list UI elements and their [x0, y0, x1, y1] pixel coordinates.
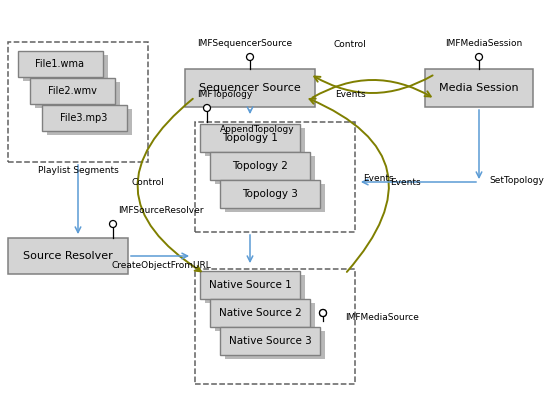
Text: CreateObjectFromURL: CreateObjectFromURL [112, 262, 211, 271]
Text: Topology 1: Topology 1 [222, 133, 278, 143]
Text: IMFSourceResolver: IMFSourceResolver [118, 206, 204, 215]
FancyBboxPatch shape [220, 327, 320, 355]
Text: Native Source 3: Native Source 3 [229, 336, 311, 346]
Text: Control: Control [334, 40, 366, 49]
Text: IMFMediaSource: IMFMediaSource [345, 312, 419, 321]
FancyBboxPatch shape [30, 78, 115, 104]
FancyBboxPatch shape [205, 275, 305, 303]
FancyBboxPatch shape [205, 128, 305, 156]
FancyBboxPatch shape [215, 156, 315, 184]
FancyBboxPatch shape [185, 69, 315, 107]
Text: SetTopology: SetTopology [489, 176, 544, 185]
FancyBboxPatch shape [47, 109, 132, 135]
FancyBboxPatch shape [220, 180, 320, 208]
Text: File2.wmv: File2.wmv [47, 86, 96, 96]
Text: File3.mp3: File3.mp3 [60, 113, 108, 123]
FancyBboxPatch shape [18, 51, 103, 77]
Text: Events: Events [335, 89, 365, 98]
Text: Events: Events [390, 178, 421, 187]
Text: Events: Events [363, 173, 394, 183]
Text: IMFMediaSession: IMFMediaSession [446, 38, 522, 47]
Circle shape [320, 309, 327, 316]
FancyBboxPatch shape [225, 184, 325, 212]
Text: Source Resolver: Source Resolver [23, 251, 113, 261]
FancyBboxPatch shape [200, 271, 300, 299]
FancyBboxPatch shape [8, 238, 128, 274]
Text: AppendTopology: AppendTopology [220, 124, 295, 133]
Circle shape [320, 309, 327, 316]
Text: Media Session: Media Session [439, 83, 519, 93]
Text: Sequencer Source: Sequencer Source [199, 83, 301, 93]
Text: Control: Control [131, 178, 164, 187]
FancyBboxPatch shape [200, 124, 300, 152]
Circle shape [246, 54, 254, 61]
Text: IMFTopology: IMFTopology [197, 89, 252, 98]
Circle shape [476, 54, 482, 61]
Circle shape [109, 220, 117, 227]
FancyBboxPatch shape [210, 299, 310, 327]
FancyBboxPatch shape [215, 303, 315, 331]
FancyBboxPatch shape [210, 152, 310, 180]
Text: Native Source 2: Native Source 2 [219, 308, 301, 318]
Text: Native Source 1: Native Source 1 [208, 280, 292, 290]
FancyBboxPatch shape [225, 331, 325, 359]
Text: Topology 2: Topology 2 [232, 161, 288, 171]
Text: Topology 3: Topology 3 [242, 189, 298, 199]
Circle shape [204, 105, 211, 112]
FancyBboxPatch shape [35, 82, 120, 108]
Text: Playlist Segments: Playlist Segments [37, 166, 118, 175]
FancyBboxPatch shape [42, 105, 127, 131]
Text: File1.wma: File1.wma [36, 59, 85, 69]
Text: IMFSequencerSource: IMFSequencerSource [197, 38, 293, 47]
FancyBboxPatch shape [425, 69, 533, 107]
FancyBboxPatch shape [23, 55, 108, 81]
